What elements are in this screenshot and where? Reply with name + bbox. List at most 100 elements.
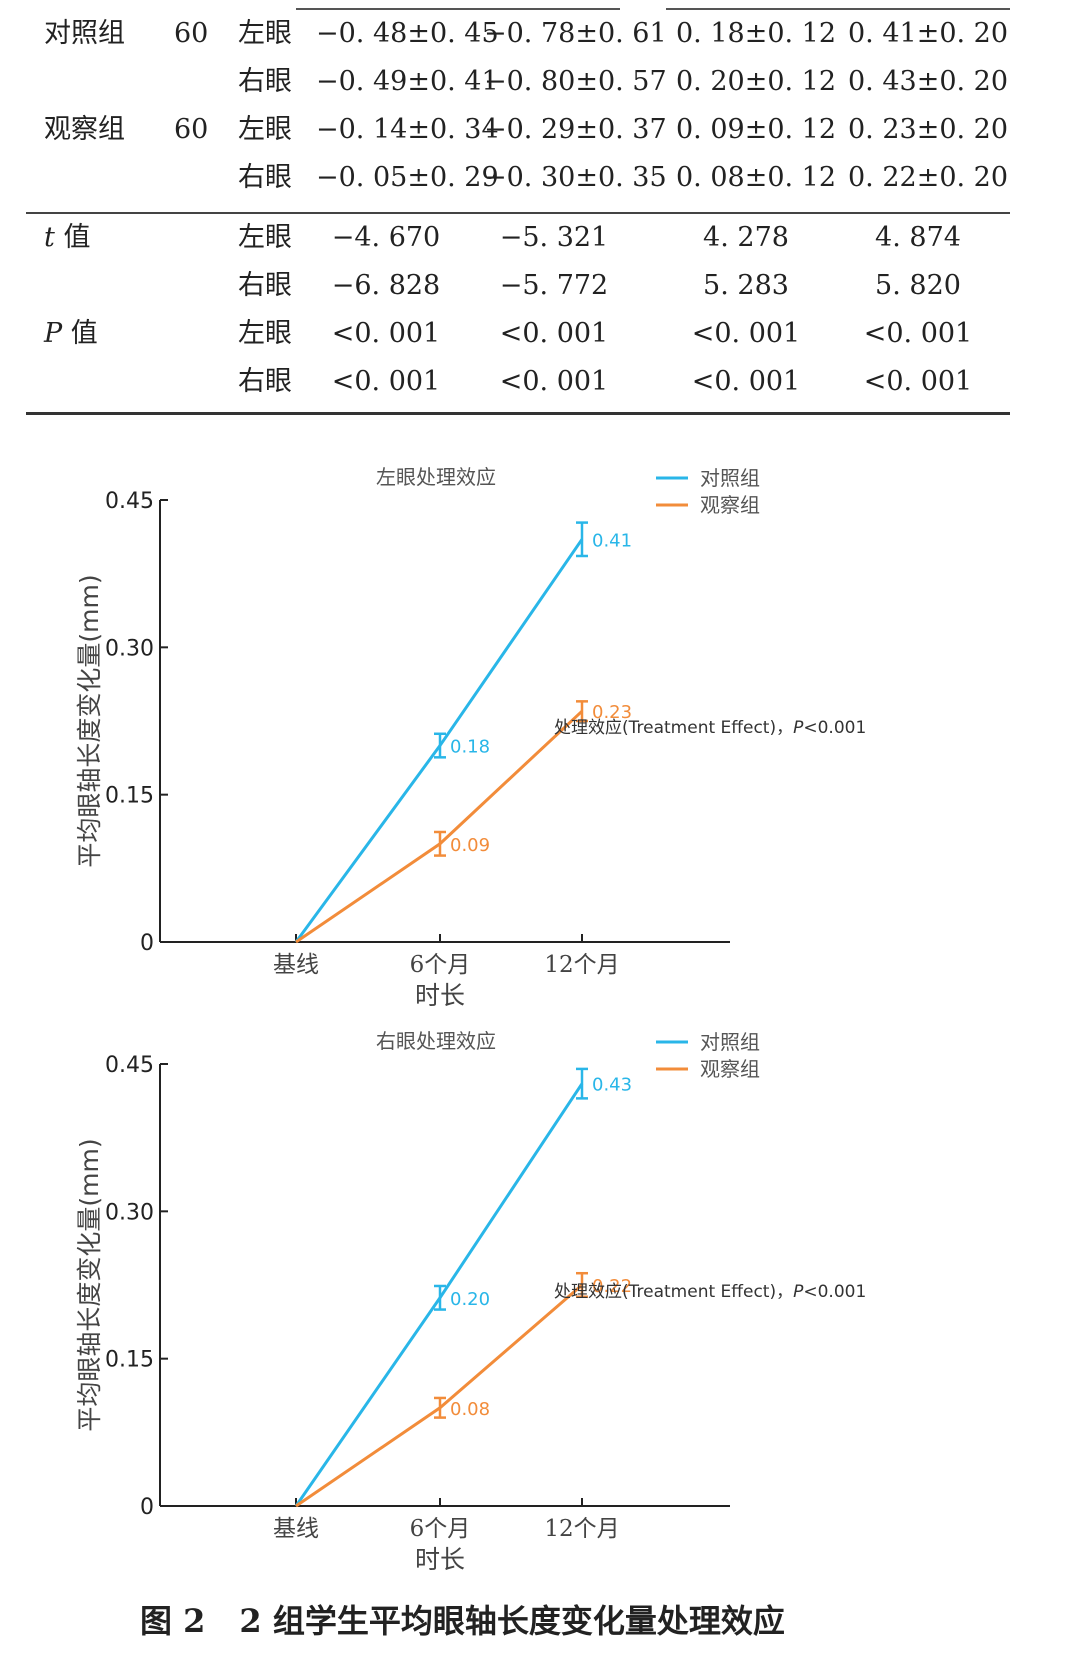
value-cell: <0. 001 [863,366,973,397]
data-label: 0.18 [450,737,490,758]
value-cell: 0. 23±0. 20 [848,114,1009,145]
annotation-prefix: 处理效应(Treatment Effect)， [554,718,793,738]
group-cell: 对照组 [44,18,125,49]
x-tick-label: 6个月 [410,1516,471,1542]
legend-label: 对照组 [700,466,760,490]
x-axis-label: 时长 [415,981,465,1010]
eye-cell: 左眼 [238,318,292,349]
data-label: 0.08 [450,1399,490,1420]
value-cell: 0. 09±0. 12 [676,114,837,145]
annotation-p-value: <0.001 [803,1282,866,1302]
eye-cell: 左眼 [238,222,292,253]
value-cell: 0. 18±0. 12 [676,18,837,49]
y-tick-label: 0 [140,1495,154,1520]
group-cell: 观察组 [44,114,125,145]
stat-label-rest: 值 [62,318,98,349]
x-tick-label: 6个月 [410,952,471,978]
value-cell: −0. 49±0. 41 [316,66,499,97]
value-cell: <0. 001 [499,318,609,349]
table-top-rule-right [666,8,1010,10]
value-cell: −5. 772 [499,270,609,301]
table-row: 观察组 60 左眼 −0. 14±0. 34 −0. 29±0. 37 0. 0… [26,106,1010,154]
figure-caption-text: 2 组学生平均眼轴长度变化量处理效应 [239,1602,785,1640]
annotation-prefix: 处理效应(Treatment Effect)， [554,1282,793,1302]
value-cell: −6. 828 [331,270,441,301]
stat-label: P 值 [44,310,98,358]
left-eye-chart: 左眼处理效应 0 0.15 0.30 0.45 基线 6个月 12个月 时长 平均眼轴长度变化量(… [0,460,1080,1020]
n-cell: 60 [174,18,209,49]
x-axis-label: 时长 [415,1545,465,1574]
value-cell: 5. 820 [875,270,961,301]
series-line-observation [295,1283,583,1508]
n-cell: 60 [174,114,209,145]
annotation-p-symbol: P [793,718,804,738]
annotation-p-value: <0.001 [803,718,866,738]
value-cell: −0. 80±0. 57 [484,66,667,97]
y-tick-label: 0.15 [105,1348,154,1373]
y-tick-label: 0 [140,931,154,956]
y-tick-label: 0.45 [105,489,154,514]
y-axis-label: 平均眼轴长度变化量(mm) [75,1138,104,1431]
results-table: 对照组 60 左眼 −0. 48±0. 45 −0. 78±0. 61 0. 1… [26,0,1010,420]
value-cell: −4. 670 [331,222,441,253]
value-cell: 5. 283 [703,270,789,301]
value-cell: 0. 08±0. 12 [676,162,837,193]
eye-cell: 右眼 [238,270,292,301]
stat-symbol: P [44,318,63,349]
x-tick-label: 12个月 [544,1516,619,1542]
data-label: 0.23 [592,702,632,723]
value-cell: −0. 14±0. 34 [316,114,499,145]
x-tick-label: 基线 [273,952,319,978]
value-cell: 0. 41±0. 20 [848,18,1009,49]
table-row: 右眼 −0. 49±0. 41 −0. 80±0. 57 0. 20±0. 12… [26,58,1010,106]
eye-cell: 左眼 [238,18,292,49]
value-cell: −0. 78±0. 61 [484,18,667,49]
value-cell: <0. 001 [499,366,609,397]
figure-caption: 图 2 2 组学生平均眼轴长度变化量处理效应 [140,1596,785,1642]
eye-cell: 右眼 [238,162,292,193]
stat-label-rest: 值 [54,222,91,253]
value-cell: 0. 20±0. 12 [676,66,837,97]
stat-row: t 值 左眼 −4. 670 −5. 321 4. 278 4. 874 [26,214,1010,262]
data-label: 0.22 [592,1276,632,1297]
value-cell: <0. 001 [691,366,801,397]
table-top-rule-left [296,8,620,10]
stat-row: 右眼 −6. 828 −5. 772 5. 283 5. 820 [26,262,1010,310]
x-tick-label: 基线 [273,1516,319,1542]
y-tick-label: 0.30 [105,636,154,661]
eye-cell: 右眼 [238,66,292,97]
value-cell: 0. 43±0. 20 [848,66,1009,97]
treatment-effect-annotation: 处理效应(Treatment Effect)，P<0.001 [554,1282,866,1302]
data-label: 0.09 [450,835,490,856]
table-row: 右眼 −0. 05±0. 29 −0. 30±0. 35 0. 08±0. 12… [26,154,1010,202]
chart-title: 右眼处理效应 [376,1029,496,1053]
legend-label: 观察组 [700,1057,760,1081]
stat-row: P 值 左眼 <0. 001 <0. 001 <0. 001 <0. 001 [26,310,1010,358]
value-cell: −0. 48±0. 45 [316,18,499,49]
stat-row: 右眼 <0. 001 <0. 001 <0. 001 <0. 001 [26,358,1010,406]
data-label: 0.41 [592,530,632,551]
chart-title: 左眼处理效应 [376,465,496,489]
value-cell: 0. 22±0. 20 [848,162,1009,193]
legend-label: 对照组 [700,1030,760,1054]
data-label: 0.43 [592,1075,632,1096]
value-cell: −0. 05±0. 29 [316,162,499,193]
stat-symbol: t [44,222,55,253]
value-cell: <0. 001 [863,318,973,349]
data-label: 0.20 [450,1289,490,1310]
y-axis-label: 平均眼轴长度变化量(mm) [75,574,104,867]
treatment-effect-annotation: 处理效应(Treatment Effect)，P<0.001 [554,718,866,738]
figure-number: 图 2 [140,1602,206,1640]
value-cell: <0. 001 [331,318,441,349]
y-tick-label: 0.30 [105,1200,154,1225]
value-cell: 4. 278 [703,222,789,253]
legend-label: 观察组 [700,493,760,517]
y-tick-label: 0.45 [105,1053,154,1078]
value-cell: <0. 001 [691,318,801,349]
table-row: 对照组 60 左眼 −0. 48±0. 45 −0. 78±0. 61 0. 1… [26,10,1010,58]
value-cell: 4. 874 [875,222,961,253]
value-cell: −0. 29±0. 37 [484,114,667,145]
value-cell: −5. 321 [499,222,609,253]
